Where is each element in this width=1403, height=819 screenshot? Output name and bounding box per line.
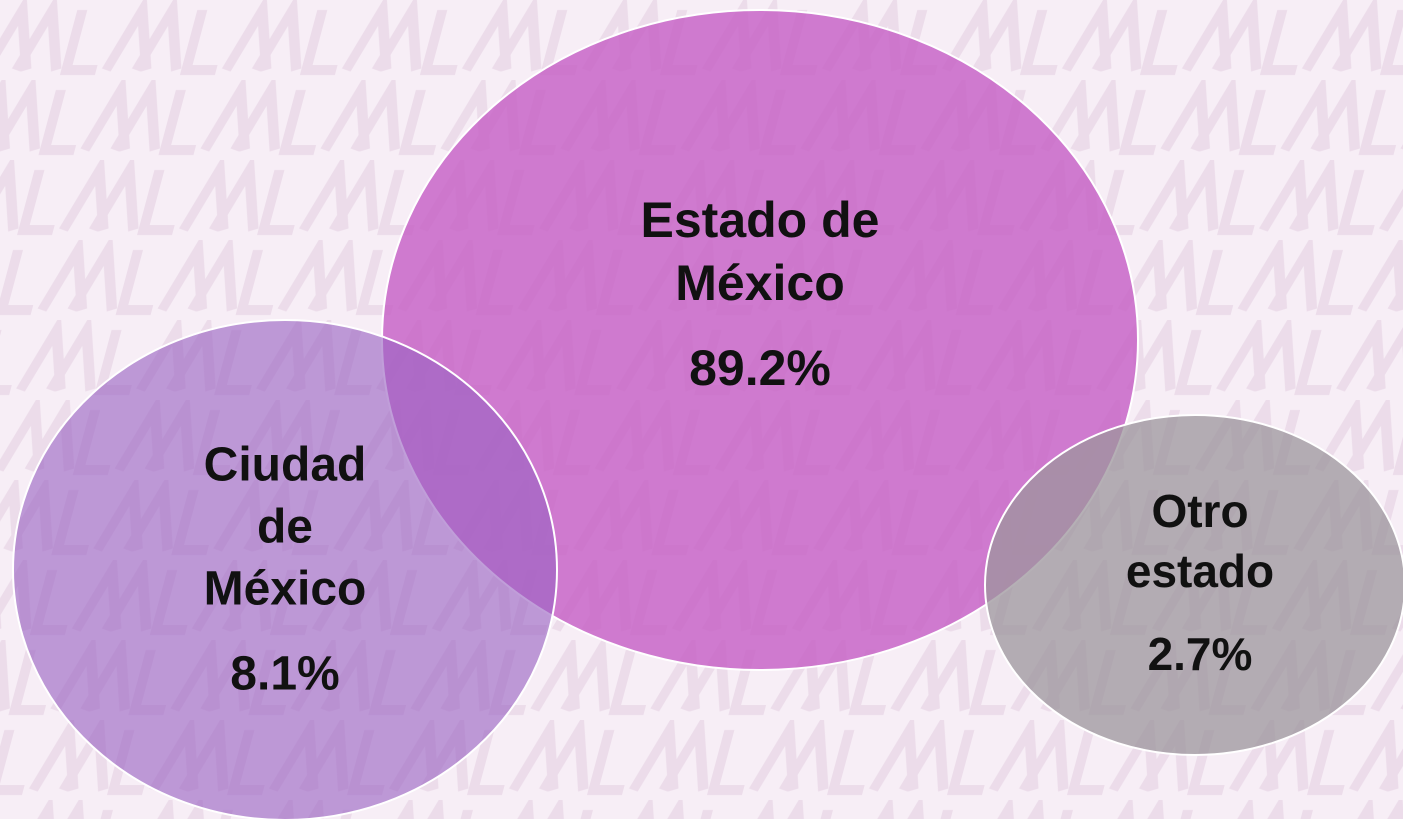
node-label: México	[204, 563, 367, 616]
node-value: 8.1%	[230, 648, 339, 701]
node-label: México	[675, 255, 845, 311]
node-label: Otro	[1151, 485, 1248, 537]
node-value: 89.2%	[689, 340, 831, 396]
circle-ciudad	[12, 319, 558, 819]
node-label: estado	[1126, 545, 1274, 597]
node-label: Estado de	[641, 192, 880, 248]
node-label: Ciudad	[204, 439, 367, 492]
node-value: 2.7%	[1148, 628, 1253, 680]
circle-otro	[984, 414, 1403, 756]
node-label: de	[257, 501, 313, 554]
